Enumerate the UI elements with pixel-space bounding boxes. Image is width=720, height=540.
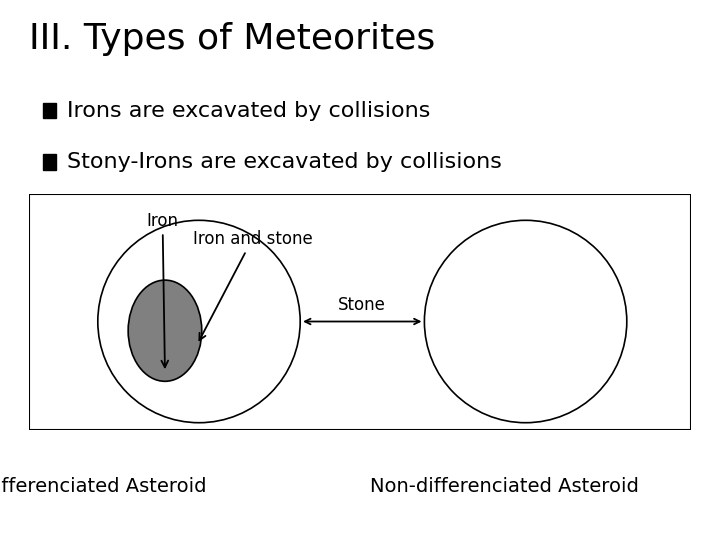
Text: Iron: Iron (147, 212, 179, 367)
Text: Irons are excavated by collisions: Irons are excavated by collisions (67, 100, 431, 121)
Text: III. Types of Meteorites: III. Types of Meteorites (29, 22, 435, 56)
Ellipse shape (128, 280, 202, 381)
Text: Iron and stone: Iron and stone (192, 230, 312, 340)
Text: Non-differenciated Asteroid: Non-differenciated Asteroid (369, 476, 639, 496)
Text: Differenciated Asteroid: Differenciated Asteroid (0, 476, 207, 496)
Circle shape (98, 220, 300, 423)
Text: Stone: Stone (338, 296, 386, 314)
Circle shape (424, 220, 627, 423)
Text: Stony-Irons are excavated by collisions: Stony-Irons are excavated by collisions (67, 152, 502, 172)
